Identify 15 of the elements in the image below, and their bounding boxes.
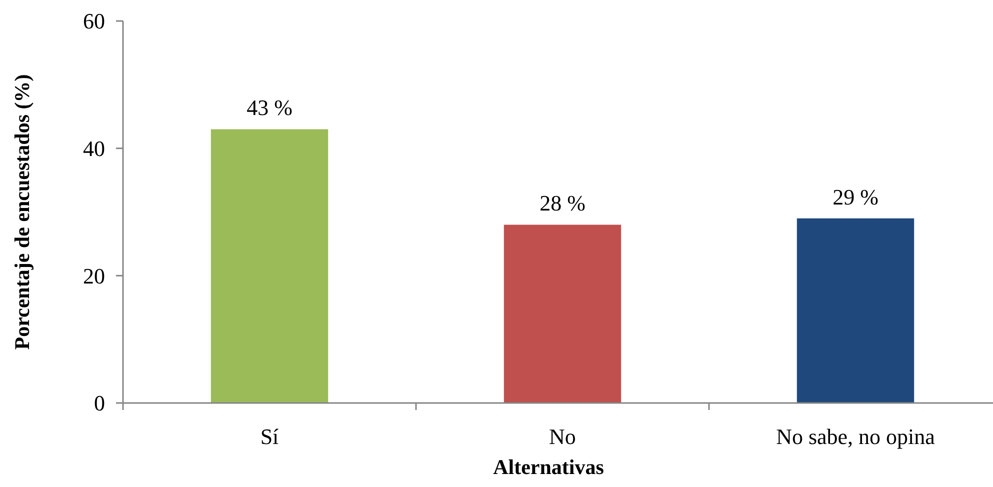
bar (796, 218, 914, 403)
bar (210, 129, 328, 403)
y-tick-label: 60 (83, 8, 105, 34)
x-tick-label: No (549, 424, 576, 449)
y-axis-title: Porcentaje de encuestados (%) (10, 74, 34, 350)
y-tick-label: 0 (94, 390, 105, 416)
data-label: 29 % (832, 184, 878, 210)
bar (504, 224, 622, 403)
data-label: 43 % (246, 95, 292, 120)
data-label: 28 % (540, 190, 586, 216)
y-tick-label: 20 (83, 263, 105, 288)
x-axis-title: Alternativas (493, 455, 604, 479)
x-tick-label: Sí (260, 424, 279, 449)
y-tick-label: 40 (83, 136, 105, 162)
x-tick-label: No sabe, no opina (776, 424, 936, 449)
